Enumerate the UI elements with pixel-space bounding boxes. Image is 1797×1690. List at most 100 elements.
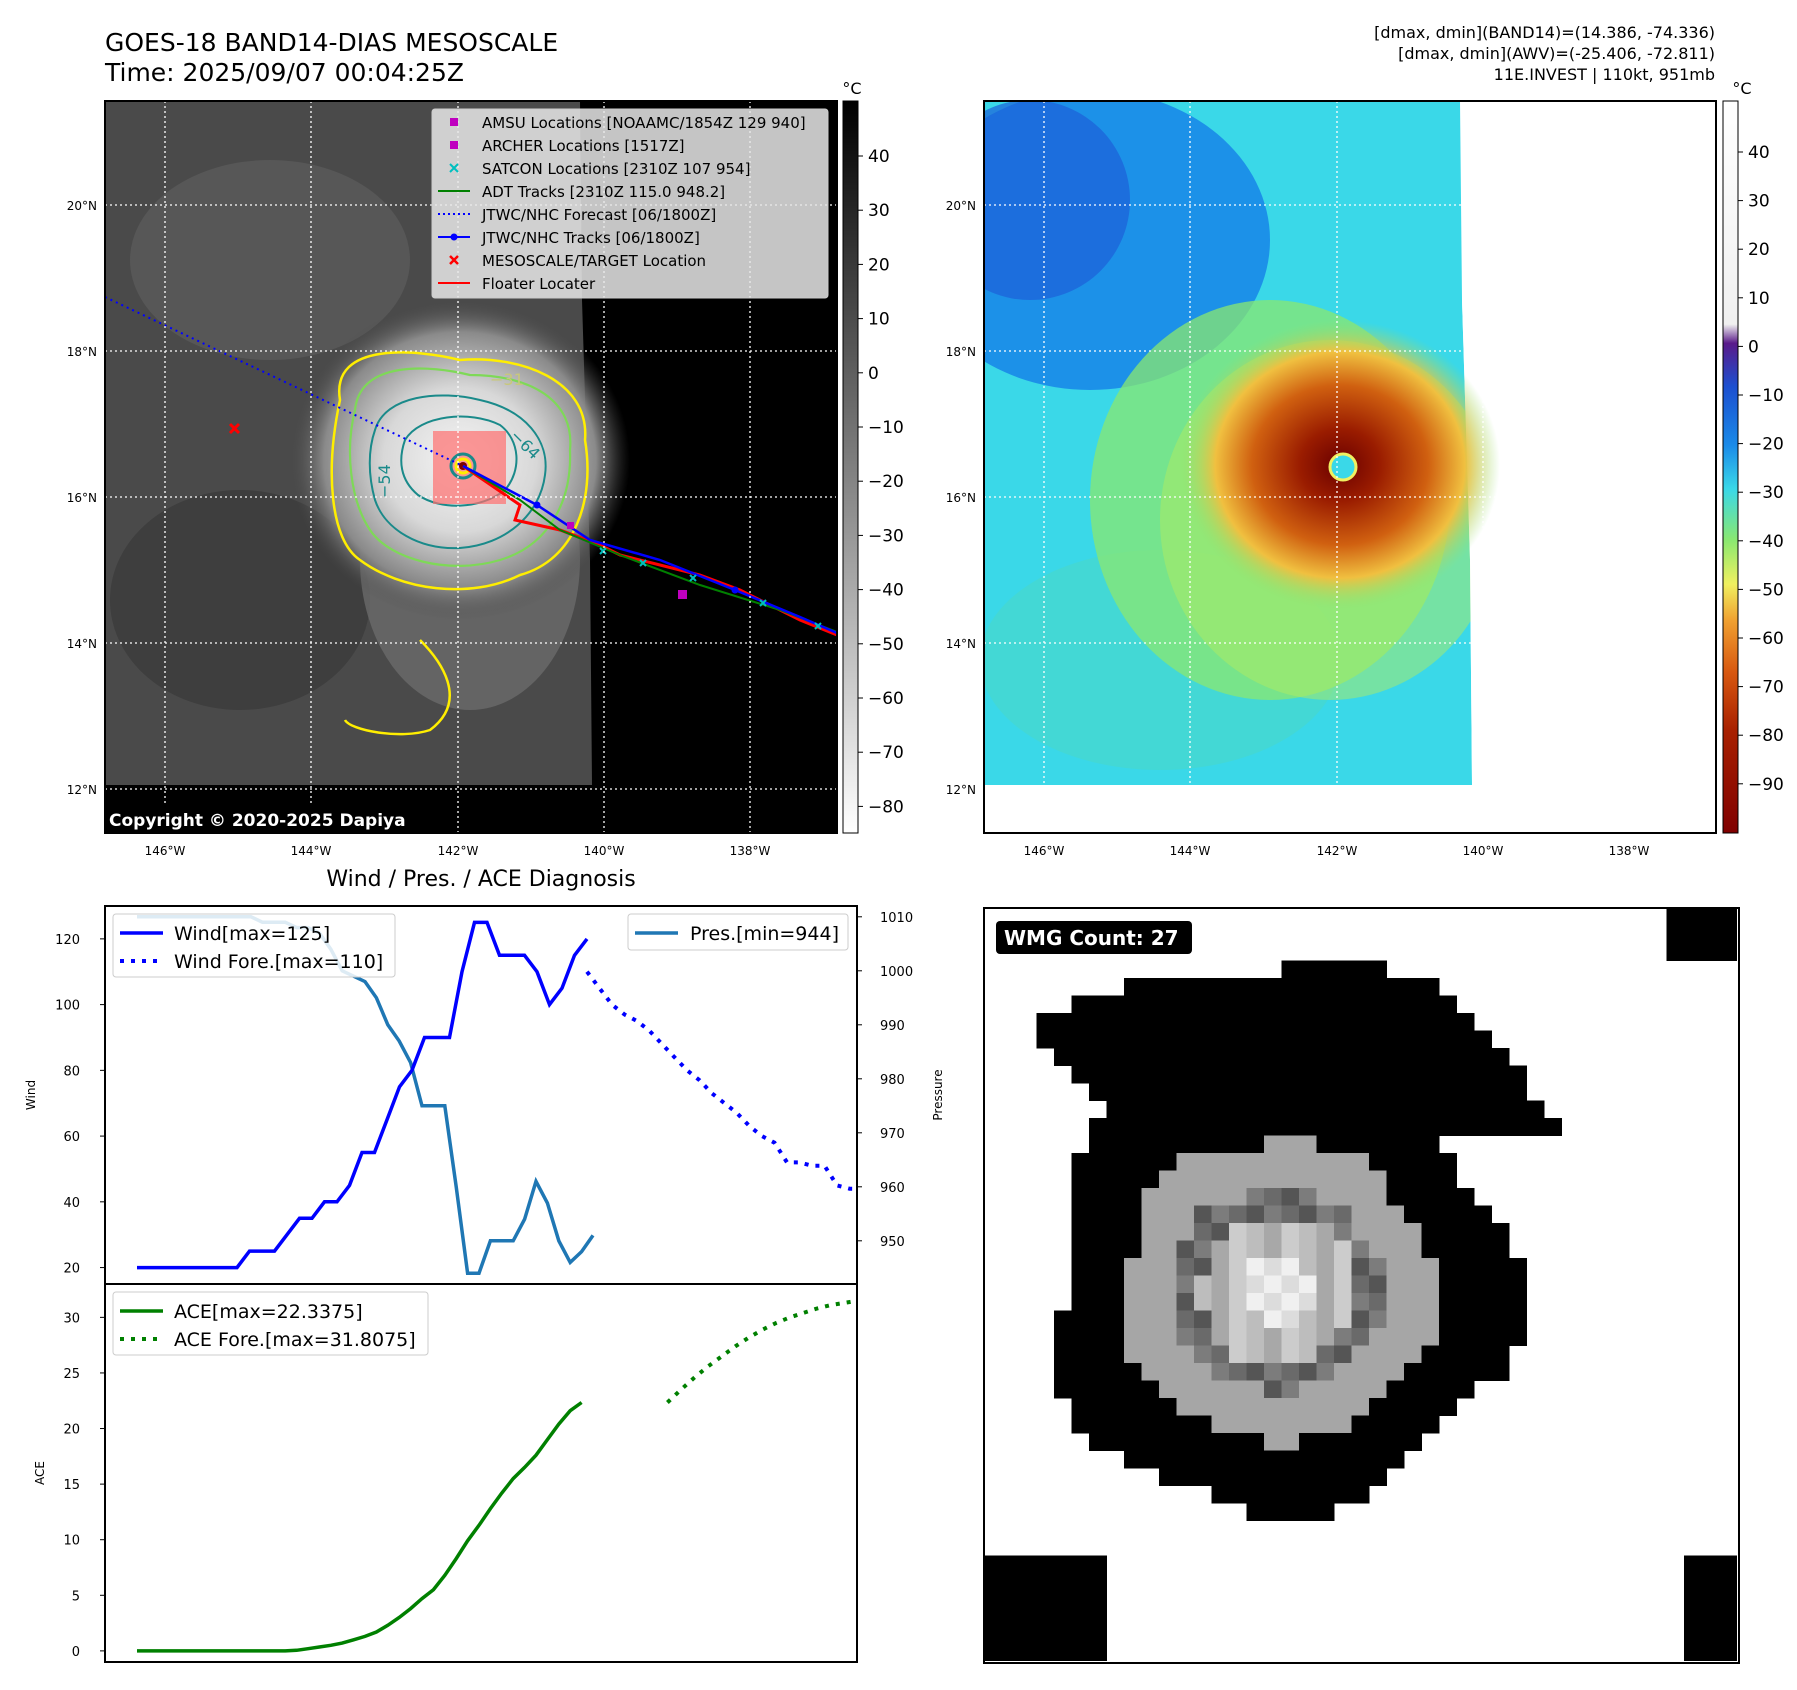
wmg-pixel: [1544, 1118, 1562, 1136]
wmg-pixel: [1351, 995, 1370, 1014]
wmg-pixel: [1159, 1310, 1177, 1329]
wmg-pixel: [1316, 995, 1335, 1014]
wmg-pixel: [1421, 1258, 1440, 1276]
wmg-pixel: [1071, 1153, 1090, 1171]
wmg-pixel: [1386, 1223, 1405, 1241]
wmg-pixel: [1071, 1555, 1090, 1574]
wmg-pixel: [1439, 1205, 1457, 1224]
wmg-pixel: [1404, 1275, 1422, 1294]
wmg-pixel: [1141, 1030, 1160, 1049]
wmg-pixel: [1334, 1450, 1352, 1469]
wmg-pixel: [1246, 1398, 1265, 1416]
pressure-tick-label: 950: [880, 1235, 905, 1250]
wmg-pixel: [1404, 1293, 1422, 1311]
wmg-pixel: [1019, 1555, 1037, 1574]
wmg-pixel: [1421, 1170, 1440, 1189]
wmg-pixel: [1054, 1013, 1072, 1031]
wmg-pixel: [1159, 1433, 1177, 1451]
wmg-pixel: [1176, 1433, 1195, 1451]
info-band14: [dmax, dmin](BAND14)=(14.386, -74.336): [1374, 23, 1715, 42]
wmg-pixel: [1281, 1100, 1300, 1119]
wmg-pixel: [1701, 925, 1720, 944]
wmg-pixel: [1071, 995, 1090, 1014]
wmg-pixel: [1281, 1398, 1300, 1416]
ir-colorbar: °C 40 30 20 10 0 −10 −20 −30 −40 −50 −60 −70 −80: [842, 79, 904, 834]
wmg-pixel: [1334, 1258, 1352, 1276]
wmg-pixel: [1351, 1188, 1370, 1206]
wmg-pixel: [1684, 1555, 1702, 1574]
legend-ace: ACE[max=22.3375]: [174, 1301, 363, 1323]
pressure-ylabel: Pressure: [931, 1069, 945, 1120]
wmg-pixel: [1176, 1398, 1195, 1416]
wmg-pixel: [1071, 1205, 1090, 1224]
wmg-pixel: [1054, 1030, 1072, 1049]
wmg-pixel: [1124, 1153, 1142, 1171]
wmg-image: [984, 908, 1737, 1661]
wmg-pixel: [1351, 1468, 1370, 1486]
wmg-pixel: [1351, 1240, 1370, 1259]
wmg-pixel: [1106, 1415, 1125, 1434]
wmg-pixel: [1439, 1188, 1457, 1206]
wmg-pixel: [1194, 1380, 1212, 1399]
wmg-pixel: [1351, 1135, 1370, 1154]
wmg-pixel: [1386, 1363, 1405, 1381]
ace-series-line: [137, 1401, 583, 1653]
wmg-pixel: [1054, 1608, 1072, 1626]
wmg-pixel: [1089, 1345, 1107, 1364]
wmg-pixel: [1404, 1433, 1422, 1451]
wmg-pixel: [1211, 1205, 1230, 1224]
wmg-pixel: [1491, 1240, 1510, 1259]
wmg-pixel: [1211, 1275, 1230, 1294]
wmg-pixel: [1351, 960, 1370, 979]
wmg-pixel: [1106, 1293, 1125, 1311]
wmg-pixel: [1386, 1135, 1405, 1154]
wmg-pixel: [1299, 1345, 1317, 1364]
wmg-pixel: [1316, 1415, 1335, 1434]
wmg-pixel: [1281, 1135, 1300, 1154]
wmg-pixel: [1089, 1048, 1107, 1066]
wmg-pixel: [1299, 1275, 1317, 1294]
wmg-pixel: [1404, 978, 1422, 996]
wmg-pixel: [1141, 1135, 1160, 1154]
wmg-pixel: [1439, 1293, 1457, 1311]
wmg-pixel: [1491, 1293, 1510, 1311]
wmg-pixel: [1421, 1083, 1440, 1101]
wmg-pixel: [1386, 1170, 1405, 1189]
wmg-pixel: [1106, 1310, 1125, 1329]
legend-wind: Wind[max=125]: [174, 923, 330, 945]
wmg-pixel: [1159, 995, 1177, 1014]
wmg-pixel: [1351, 1048, 1370, 1066]
wmg-pixel: [1071, 1013, 1090, 1031]
wmg-pixel: [1159, 1083, 1177, 1101]
lon-label: 144°W: [1170, 844, 1211, 858]
wmg-pixel: [1264, 1293, 1282, 1311]
wmg-pixel: [1054, 1625, 1072, 1644]
wmg-pixel: [1089, 1170, 1107, 1189]
wmg-pixel: [1264, 1258, 1282, 1276]
lat-label: 16°N: [946, 491, 976, 505]
wmg-pixel: [1089, 1380, 1107, 1399]
wmg-pixel: [1106, 1345, 1125, 1364]
wmg-pixel: [1089, 1415, 1107, 1434]
wmg-pixel: [1369, 1258, 1387, 1276]
wmg-pixel: [1089, 1013, 1107, 1031]
wmg-pixel: [1089, 1608, 1107, 1626]
wmg-pixel: [1176, 1310, 1195, 1329]
wmg-pixel: [1316, 1223, 1335, 1241]
copyright-label: Copyright © 2020-2025 Dapiya: [109, 811, 406, 831]
wmg-pixel: [1264, 1398, 1282, 1416]
wmg-pixel: [1386, 1380, 1405, 1399]
wmg-pixel: [1141, 1100, 1160, 1119]
wmg-pixel: [1264, 1433, 1282, 1451]
legend-satcon-marker: [449, 163, 459, 173]
wmg-pixel: [1124, 1433, 1142, 1451]
wmg-pixel: [1404, 1223, 1422, 1241]
wmg-pixel: [1369, 1013, 1387, 1031]
wmg-pixel: [1106, 1380, 1125, 1399]
wmg-pixel: [1316, 1013, 1335, 1031]
wmg-pixel: [1299, 1415, 1317, 1434]
info-storm: 11E.INVEST | 110kt, 951mb: [1494, 65, 1715, 84]
wmg-pixel: [1491, 1363, 1510, 1381]
wmg-pixel: [1299, 1293, 1317, 1311]
wmg-pixel: [1299, 1223, 1317, 1241]
